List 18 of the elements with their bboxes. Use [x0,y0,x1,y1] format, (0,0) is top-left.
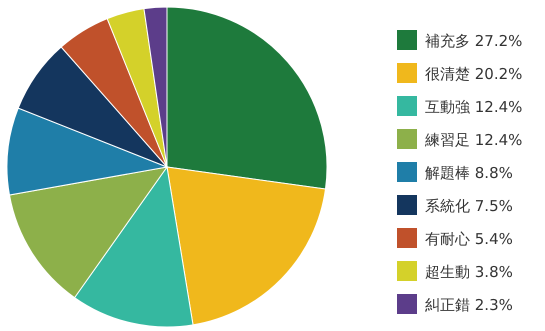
legend-label: 系統化 [425,197,470,215]
data-label: 12.4% [470,98,522,116]
data-label: 2.3% [470,296,513,314]
legend-label: 超生動 [425,263,470,281]
legend-label: 糾正錯 [425,296,470,314]
data-label: 8.8% [470,164,513,182]
legend-label: 有耐心 [425,230,470,248]
data-label: 12.4% [470,131,522,149]
data-label: 3.8% [470,263,513,281]
legend-label: 解題棒 [425,164,470,182]
data-label: 5.4% [470,230,513,248]
data-label: 7.5% [470,197,513,215]
legend-label: 互動強 [425,98,470,116]
legend-label: 很清楚 [425,65,470,83]
legend-label: 練習足 [424,131,470,149]
data-label: 20.2% [470,65,522,83]
legend-label: 補充多 [425,32,470,50]
data-label: 27.2% [470,32,522,50]
